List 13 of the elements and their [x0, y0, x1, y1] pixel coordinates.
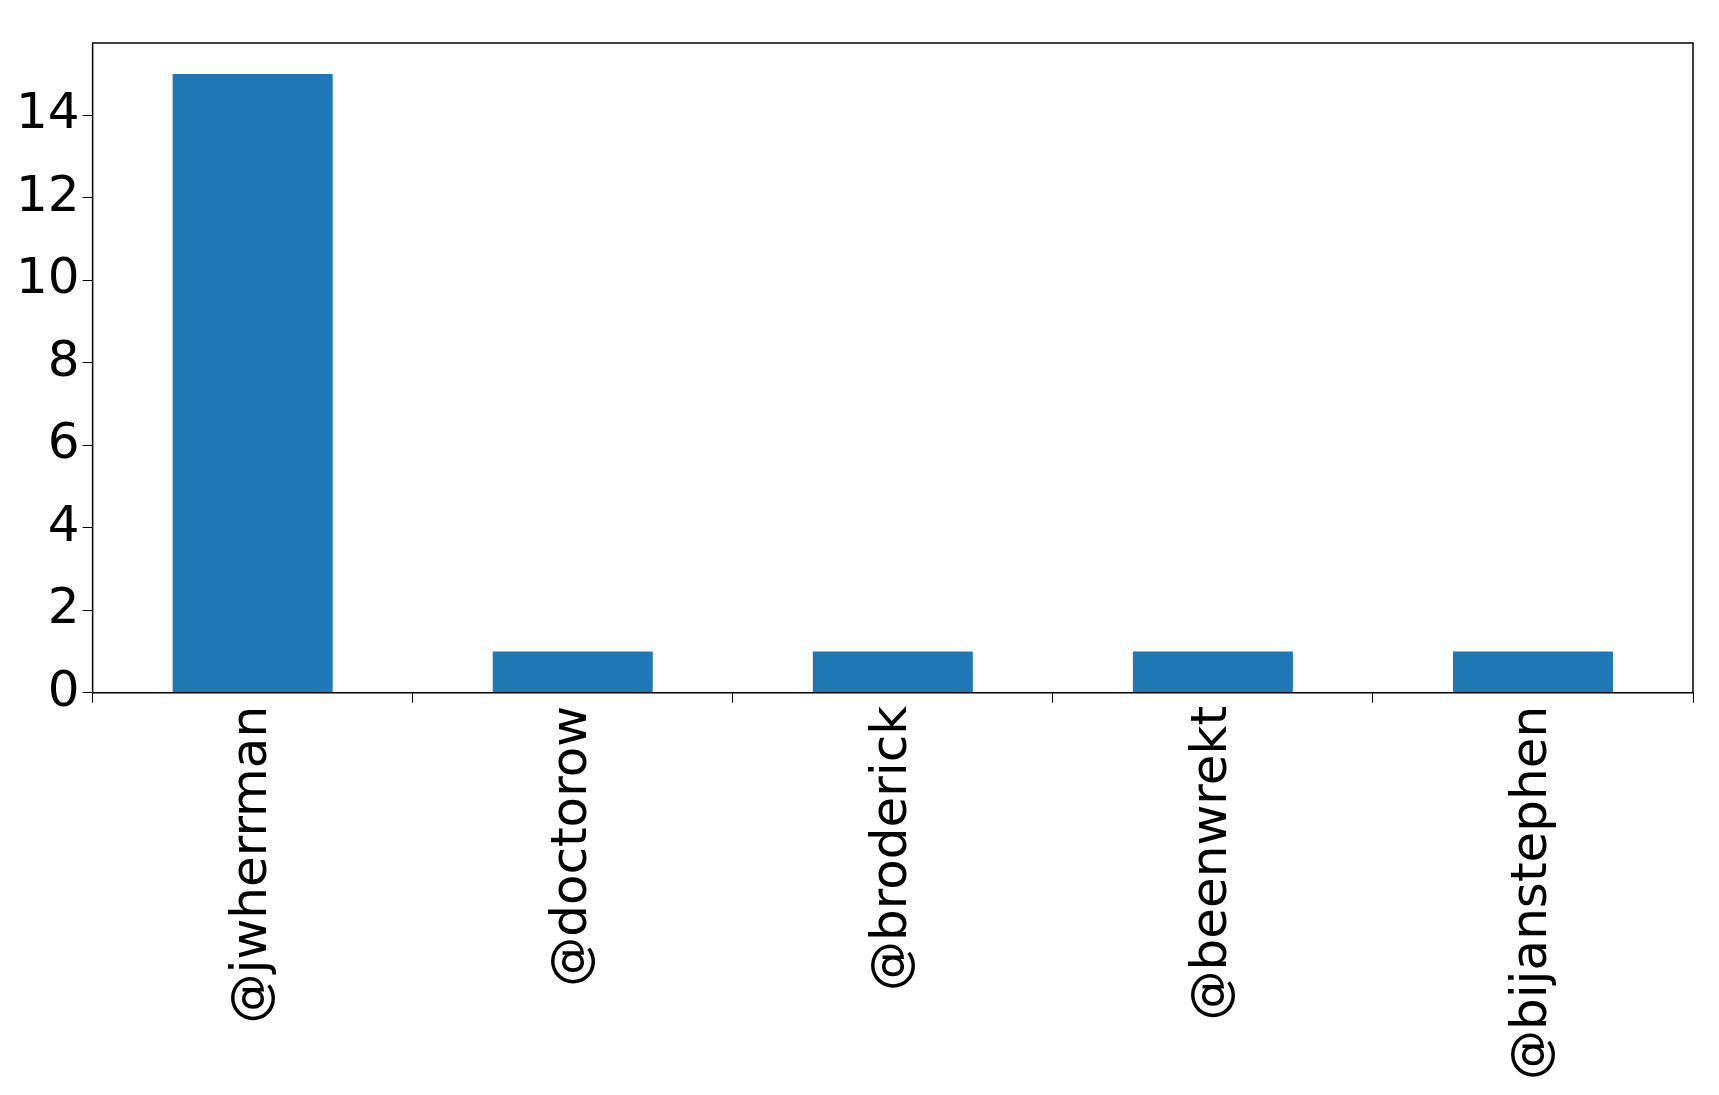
x-tick-label: @beenwrekt — [1179, 705, 1238, 1021]
y-tick-label: 10 — [16, 247, 80, 306]
y-tick-label: 0 — [47, 659, 80, 718]
x-tick-label: @bijanstephen — [1499, 705, 1558, 1081]
y-tick-label: 2 — [47, 577, 80, 636]
x-tick-label: @doctorow — [539, 705, 598, 987]
y-tick-label: 4 — [47, 494, 80, 553]
x-tick-label: @jwherrman — [219, 705, 278, 1024]
y-tick-label: 12 — [16, 164, 80, 223]
y-tick-label: 6 — [47, 412, 80, 471]
y-tick-label: 14 — [16, 82, 80, 141]
y-tick-label: 8 — [47, 329, 80, 388]
x-tick-label: @broderick — [859, 705, 918, 992]
